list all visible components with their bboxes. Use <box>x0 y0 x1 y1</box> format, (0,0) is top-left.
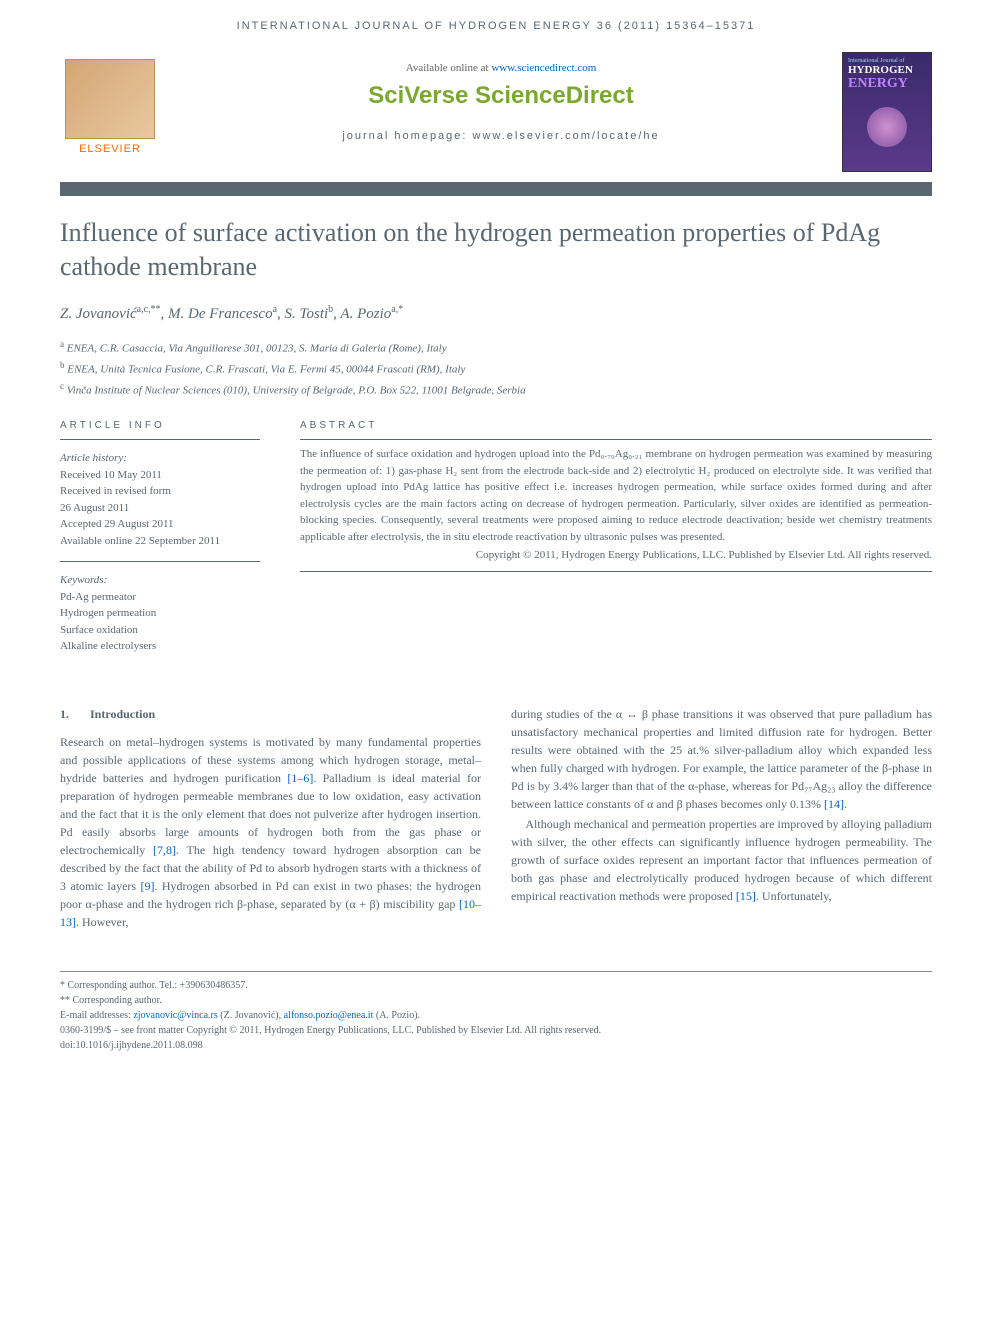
email-line: E-mail addresses: zjovanovic@vinca.rs (Z… <box>60 1008 932 1023</box>
author-marks: b <box>328 304 333 315</box>
article-history: Article history: Received 10 May 2011 Re… <box>60 450 260 549</box>
journal-homepage: journal homepage: www.elsevier.com/locat… <box>180 130 822 142</box>
body-text: . Unfortunately, <box>756 889 832 903</box>
history-label: Article history: <box>60 450 260 467</box>
affil-mark: a <box>60 339 64 349</box>
column-right: during studies of the α ↔ β phase transi… <box>511 705 932 931</box>
affil-mark: b <box>60 360 65 370</box>
author-marks: a,* <box>391 304 403 315</box>
elsevier-text: ELSEVIER <box>79 143 141 155</box>
divider <box>300 571 932 572</box>
keyword: Hydrogen permeation <box>60 605 260 622</box>
column-left: 1.Introduction Research on metal–hydroge… <box>60 705 481 931</box>
cover-line2: HYDROGEN <box>848 64 926 76</box>
top-banner: ELSEVIER Available online at www.science… <box>60 52 932 172</box>
email-link[interactable]: zjovanovic@vinca.rs <box>133 1010 217 1021</box>
keyword: Pd-Ag permeator <box>60 589 260 606</box>
history-line: Received in revised form <box>60 483 260 500</box>
sciencedirect-link[interactable]: www.sciencedirect.com <box>491 62 596 74</box>
keywords-block: Keywords: Pd-Ag permeator Hydrogen perme… <box>60 572 260 655</box>
body-paragraph: Although mechanical and permeation prope… <box>511 815 932 905</box>
cover-graphic-icon <box>867 107 907 147</box>
email-label: E-mail addresses: <box>60 1010 133 1021</box>
available-online: Available online at www.sciencedirect.co… <box>180 62 822 74</box>
author-name: S. Tosti <box>285 306 329 322</box>
history-line: 26 August 2011 <box>60 500 260 517</box>
author-name: A. Pozio <box>340 306 391 322</box>
cover-line3: ENERGY <box>848 76 926 92</box>
body-columns: 1.Introduction Research on metal–hydroge… <box>60 705 932 931</box>
corresponding-author: * Corresponding author. Tel.: +390630486… <box>60 978 932 993</box>
divider-bar <box>60 182 932 196</box>
abstract-heading: ABSTRACT <box>300 420 932 431</box>
email-name: (A. Pozio). <box>373 1010 420 1021</box>
body-text: during studies of the α ↔ β phase transi… <box>511 707 932 811</box>
affiliations: a ENEA, C.R. Casaccia, Via Anguillarese … <box>60 337 932 401</box>
elsevier-tree-icon <box>65 59 155 139</box>
keywords-label: Keywords: <box>60 572 260 589</box>
body-paragraph: during studies of the α ↔ β phase transi… <box>511 705 932 813</box>
article-info: ARTICLE INFO Article history: Received 1… <box>60 420 260 655</box>
corresponding-author: ** Corresponding author. <box>60 993 932 1008</box>
banner-center: Available online at www.sciencedirect.co… <box>180 52 822 142</box>
body-text: . <box>844 797 847 811</box>
affil-mark: c <box>60 381 64 391</box>
affiliation: a ENEA, C.R. Casaccia, Via Anguillarese … <box>60 337 932 358</box>
affil-text: ENEA, C.R. Casaccia, Via Anguillarese 30… <box>67 342 447 354</box>
citation-link[interactable]: [7,8] <box>153 843 176 857</box>
history-line: Accepted 29 August 2011 <box>60 516 260 533</box>
sciverse-logo: SciVerse ScienceDirect <box>180 82 822 110</box>
article-title: Influence of surface activation on the h… <box>60 216 932 284</box>
body-paragraph: Research on metal–hydrogen systems is mo… <box>60 733 481 931</box>
affil-text: Vinča Institute of Nuclear Sciences (010… <box>67 385 526 397</box>
keyword: Alkaline electrolysers <box>60 638 260 655</box>
citation-link[interactable]: [1–6] <box>287 771 313 785</box>
history-line: Received 10 May 2011 <box>60 467 260 484</box>
abstract: ABSTRACT The influence of surface oxidat… <box>300 420 932 655</box>
affil-text: ENEA, Unità Tecnica Fusione, C.R. Frasca… <box>67 364 465 376</box>
email-name: (Z. Jovanović), <box>218 1010 284 1021</box>
history-line: Available online 22 September 2011 <box>60 533 260 550</box>
body-text: . However, <box>76 915 129 929</box>
author-marks: a,c,** <box>137 304 161 315</box>
authors: Z. Jovanovića,c,**, M. De Francescoa, S.… <box>60 304 932 323</box>
body-text: Although mechanical and permeation prope… <box>511 817 932 903</box>
divider <box>60 561 260 562</box>
citation-link[interactable]: [9] <box>140 879 154 893</box>
keyword: Surface oxidation <box>60 622 260 639</box>
divider <box>300 439 932 440</box>
issn-line: 0360-3199/$ – see front matter Copyright… <box>60 1023 932 1038</box>
author-marks: a <box>273 304 277 315</box>
article-info-heading: ARTICLE INFO <box>60 420 260 431</box>
section-heading: 1.Introduction <box>60 705 481 723</box>
email-link[interactable]: alfonso.pozio@enea.it <box>284 1010 374 1021</box>
info-abstract-row: ARTICLE INFO Article history: Received 1… <box>60 420 932 655</box>
doi-line: doi:10.1016/j.ijhydene.2011.08.098 <box>60 1038 932 1053</box>
divider <box>60 439 260 440</box>
abstract-text: The influence of surface oxidation and h… <box>300 446 932 545</box>
journal-cover: International Journal of HYDROGEN ENERGY <box>842 52 932 172</box>
affiliation: c Vinča Institute of Nuclear Sciences (0… <box>60 379 932 400</box>
author-name: Z. Jovanović <box>60 306 137 322</box>
citation-link[interactable]: [14] <box>824 797 844 811</box>
author-name: M. De Francesco <box>168 306 273 322</box>
citation-link[interactable]: [15] <box>736 889 756 903</box>
footnotes: * Corresponding author. Tel.: +390630486… <box>60 971 932 1053</box>
elsevier-logo: ELSEVIER <box>60 52 160 162</box>
available-prefix: Available online at <box>406 62 492 74</box>
copyright: Copyright © 2011, Hydrogen Energy Public… <box>300 549 932 561</box>
running-header: INTERNATIONAL JOURNAL OF HYDROGEN ENERGY… <box>60 20 932 32</box>
section-title: Introduction <box>90 707 155 721</box>
section-number: 1. <box>60 705 90 723</box>
affiliation: b ENEA, Unità Tecnica Fusione, C.R. Fras… <box>60 358 932 379</box>
